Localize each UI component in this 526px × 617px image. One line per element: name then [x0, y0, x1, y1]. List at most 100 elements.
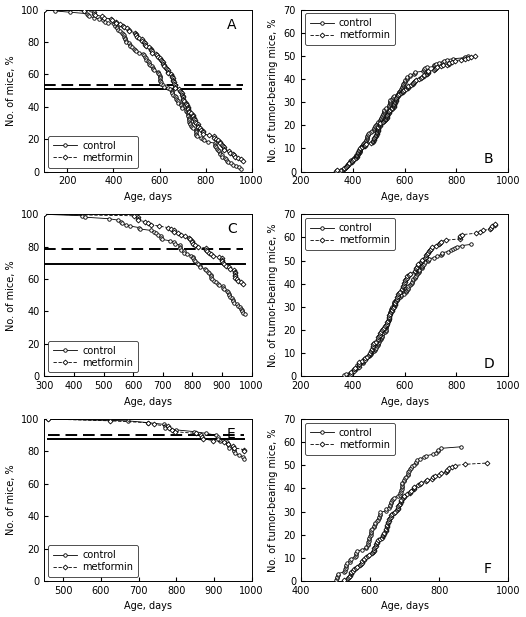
- control: [236, 451, 242, 458]
- control: [241, 455, 247, 462]
- control: [188, 122, 195, 130]
- control: [386, 103, 392, 110]
- X-axis label: Age, days: Age, days: [380, 192, 429, 202]
- metformin: [135, 213, 141, 221]
- control: [213, 431, 219, 439]
- metformin: [166, 424, 172, 432]
- control: [359, 143, 365, 150]
- control: [387, 308, 393, 315]
- Legend: control, metformin: control, metformin: [48, 341, 138, 373]
- metformin: [239, 157, 246, 165]
- metformin: [221, 146, 227, 154]
- metformin: [209, 252, 216, 259]
- metformin: [186, 236, 193, 243]
- metformin: [220, 260, 227, 268]
- control: [407, 465, 413, 473]
- Line: metformin: metformin: [43, 8, 245, 162]
- control: [161, 421, 167, 428]
- control: [41, 210, 47, 218]
- control: [432, 449, 439, 457]
- metformin: [230, 442, 236, 450]
- metformin: [45, 415, 51, 423]
- metformin: [145, 220, 151, 227]
- control: [363, 136, 369, 143]
- control: [162, 424, 168, 432]
- control: [240, 453, 246, 460]
- Y-axis label: No. of mice, %: No. of mice, %: [6, 260, 16, 331]
- metformin: [204, 247, 210, 255]
- Line: metformin: metformin: [349, 222, 497, 376]
- control: [215, 433, 221, 441]
- metformin: [219, 259, 226, 267]
- metformin: [232, 273, 238, 280]
- metformin: [418, 479, 424, 486]
- Line: control: control: [342, 242, 473, 377]
- Y-axis label: No. of tumor-bearing mice, %: No. of tumor-bearing mice, %: [268, 428, 278, 572]
- metformin: [222, 262, 229, 270]
- metformin: [148, 221, 155, 228]
- metformin: [135, 217, 141, 224]
- control: [439, 249, 445, 257]
- metformin: [333, 167, 339, 174]
- metformin: [391, 302, 398, 309]
- metformin: [241, 448, 247, 455]
- metformin: [188, 237, 195, 244]
- metformin: [210, 437, 216, 444]
- metformin: [227, 265, 233, 273]
- metformin: [171, 428, 178, 436]
- metformin: [357, 560, 363, 568]
- control: [215, 435, 221, 442]
- control: [458, 443, 464, 450]
- control: [452, 244, 458, 252]
- metformin: [379, 327, 385, 334]
- Legend: control, metformin: control, metformin: [305, 14, 394, 45]
- metformin: [473, 230, 479, 237]
- metformin: [145, 419, 151, 426]
- metformin: [165, 224, 171, 231]
- metformin: [235, 277, 241, 284]
- metformin: [492, 220, 499, 227]
- metformin: [216, 254, 222, 261]
- metformin: [231, 444, 237, 452]
- control: [347, 558, 353, 565]
- control: [224, 439, 230, 446]
- metformin: [446, 465, 452, 472]
- Text: A: A: [227, 18, 236, 31]
- X-axis label: Age, days: Age, days: [380, 397, 429, 407]
- metformin: [192, 241, 198, 249]
- control: [161, 423, 168, 430]
- metformin: [234, 275, 240, 283]
- metformin: [131, 212, 137, 220]
- metformin: [231, 267, 237, 274]
- metformin: [232, 274, 239, 281]
- metformin: [186, 234, 193, 242]
- control: [399, 483, 405, 491]
- control: [153, 230, 159, 237]
- metformin: [225, 441, 231, 448]
- control: [337, 167, 343, 174]
- metformin: [203, 244, 209, 252]
- metformin: [399, 88, 406, 95]
- Y-axis label: No. of mice, %: No. of mice, %: [6, 56, 16, 126]
- metformin: [413, 77, 419, 84]
- Legend: control, metformin: control, metformin: [305, 423, 394, 455]
- control: [231, 448, 238, 455]
- metformin: [200, 435, 207, 442]
- control: [379, 333, 385, 341]
- metformin: [178, 231, 184, 239]
- control: [45, 415, 51, 423]
- metformin: [238, 278, 244, 286]
- metformin: [165, 423, 171, 430]
- control: [226, 444, 232, 452]
- Y-axis label: No. of mice, %: No. of mice, %: [6, 465, 16, 536]
- metformin: [92, 11, 98, 19]
- Line: metformin: metformin: [46, 417, 246, 453]
- control: [226, 442, 232, 450]
- metformin: [240, 280, 246, 287]
- metformin: [391, 103, 397, 110]
- Text: D: D: [483, 357, 494, 371]
- Line: control: control: [334, 445, 462, 581]
- metformin: [488, 224, 494, 231]
- control: [396, 88, 402, 95]
- control: [177, 244, 184, 252]
